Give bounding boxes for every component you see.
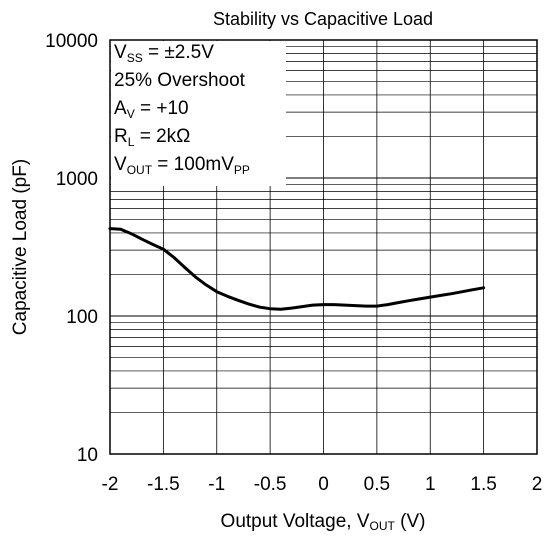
series-group: [108, 227, 486, 311]
conditions-box: [111, 41, 286, 186]
x-tick-label: 1.5: [470, 474, 496, 495]
chart-title: Stability vs Capacitive Load: [213, 9, 433, 29]
series-line: [108, 227, 486, 311]
condition-line: VSS = ±2.5V: [114, 42, 214, 65]
x-tick-labels: -2 -1.5 -1 -0.5 0 0.5 1 1.5 2: [102, 474, 543, 495]
condition-line: VOUT = 100mVPP: [114, 154, 250, 177]
y-tick-label: 10000: [45, 31, 98, 52]
y-axis-label: Capacitive Load (pF): [10, 159, 31, 335]
x-tick-label: 1: [425, 474, 436, 495]
condition-line: AV = +10: [114, 98, 189, 121]
x-tick-label: -1: [208, 474, 225, 495]
y-tick-label: 10: [77, 445, 98, 466]
condition-line: 25% Overshoot: [114, 70, 246, 91]
x-tick-label: -2: [102, 474, 119, 495]
y-tick-labels: 10 100 1000 10000: [45, 31, 98, 466]
x-tick-label: -1.5: [147, 474, 180, 495]
x-tick-label: 0: [318, 474, 329, 495]
plot-frame: [109, 39, 538, 455]
y-tick-label: 1000: [56, 169, 98, 190]
x-tick-label: -0.5: [254, 474, 287, 495]
condition-line: RL = 2kΩ: [114, 126, 190, 149]
x-tick-label: 2: [532, 474, 543, 495]
x-axis-label: Output Voltage, VOUT (V): [221, 511, 426, 533]
x-tick-label: 0.5: [364, 474, 390, 495]
conditions-legend: VSS = ±2.5V 25% Overshoot AV = +10 RL = 2kΩ…: [111, 41, 286, 186]
y-tick-label: 100: [66, 307, 98, 328]
